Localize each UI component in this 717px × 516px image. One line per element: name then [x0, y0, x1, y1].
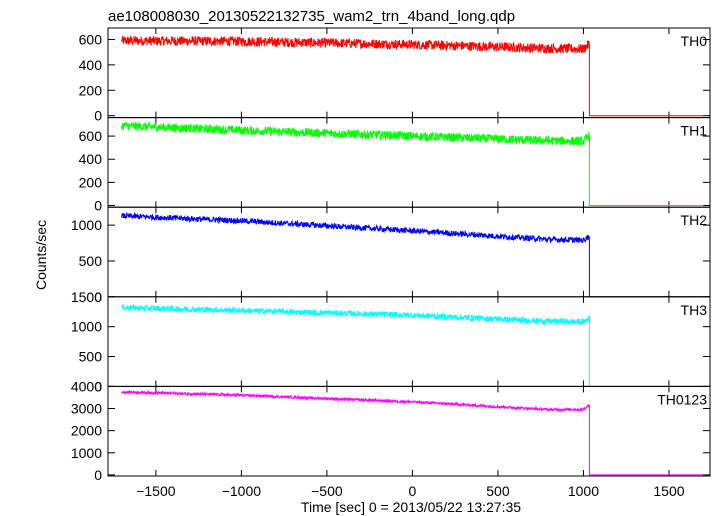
y-tick-label: 1000 [71, 445, 102, 461]
y-tick-label: 400 [79, 151, 103, 167]
panel-label: TH3 [681, 302, 708, 318]
y-tick-label: 0 [94, 467, 102, 483]
panel-label: TH0 [681, 33, 708, 49]
y-tick-label: 0 [94, 289, 102, 305]
series-line-th0 [121, 35, 704, 117]
x-tick-label: −500 [311, 483, 343, 499]
y-tick-label: 2000 [71, 423, 102, 439]
x-axis-title: Time [sec] 0 = 2013/05/22 13:27:35 [301, 499, 521, 515]
y-tick-label: 400 [79, 57, 103, 73]
chart-title: ae108008030_20130522132735_wam2_trn_4ban… [108, 8, 515, 25]
y-tick-label: 4000 [71, 378, 102, 394]
series-line-th2 [121, 211, 704, 298]
x-tick-label: 0 [409, 483, 417, 499]
panel-th0: 0 200 400 600 TH0 [79, 27, 711, 124]
x-tick-label: −1000 [222, 483, 262, 499]
y-tick-label: 200 [79, 174, 103, 190]
panel-label: TH2 [681, 212, 708, 228]
y-tick-label: 500 [79, 349, 103, 365]
panel-th3: 0 500 1000 1500 TH3 [71, 289, 711, 394]
y-axis-title: Counts/sec [33, 220, 49, 290]
y-tick-label: 1000 [71, 217, 102, 233]
panels-group: 0 200 400 600 TH0 0 200 400 600 TH1 0 500 1000 TH2 0 50… [71, 27, 711, 483]
panel-th2: 0 500 1000 TH2 [71, 206, 711, 305]
x-tick-label: −1500 [136, 483, 176, 499]
x-tick-label: 1000 [568, 483, 599, 499]
panel-label: TH0123 [657, 391, 707, 407]
y-tick-label: 600 [79, 31, 103, 47]
series-line-th3 [121, 303, 704, 387]
y-tick-label: 500 [79, 253, 103, 269]
y-tick-label: 0 [94, 108, 102, 124]
x-axis: −1500 −1000 −500 0 500 1000 1500 [136, 483, 685, 499]
panel-th1: 0 200 400 600 TH1 [79, 117, 711, 213]
x-tick-label: 500 [486, 483, 510, 499]
y-tick-label: 0 [94, 197, 102, 213]
series-line-th1 [121, 120, 704, 206]
y-tick-label: 1500 [71, 289, 102, 305]
y-tick-label: 3000 [71, 401, 102, 417]
x-tick-label: 1500 [653, 483, 684, 499]
panel-th0123: 0 1000 2000 3000 4000 TH0123 [71, 378, 711, 483]
y-tick-label: 1000 [71, 319, 102, 335]
y-tick-label: 600 [79, 128, 103, 144]
y-tick-label: 200 [79, 82, 103, 98]
panel-label: TH1 [681, 123, 708, 139]
panel-frame [107, 385, 711, 477]
series-line-th0123 [121, 389, 704, 476]
y-tick-label: 0 [94, 378, 102, 394]
